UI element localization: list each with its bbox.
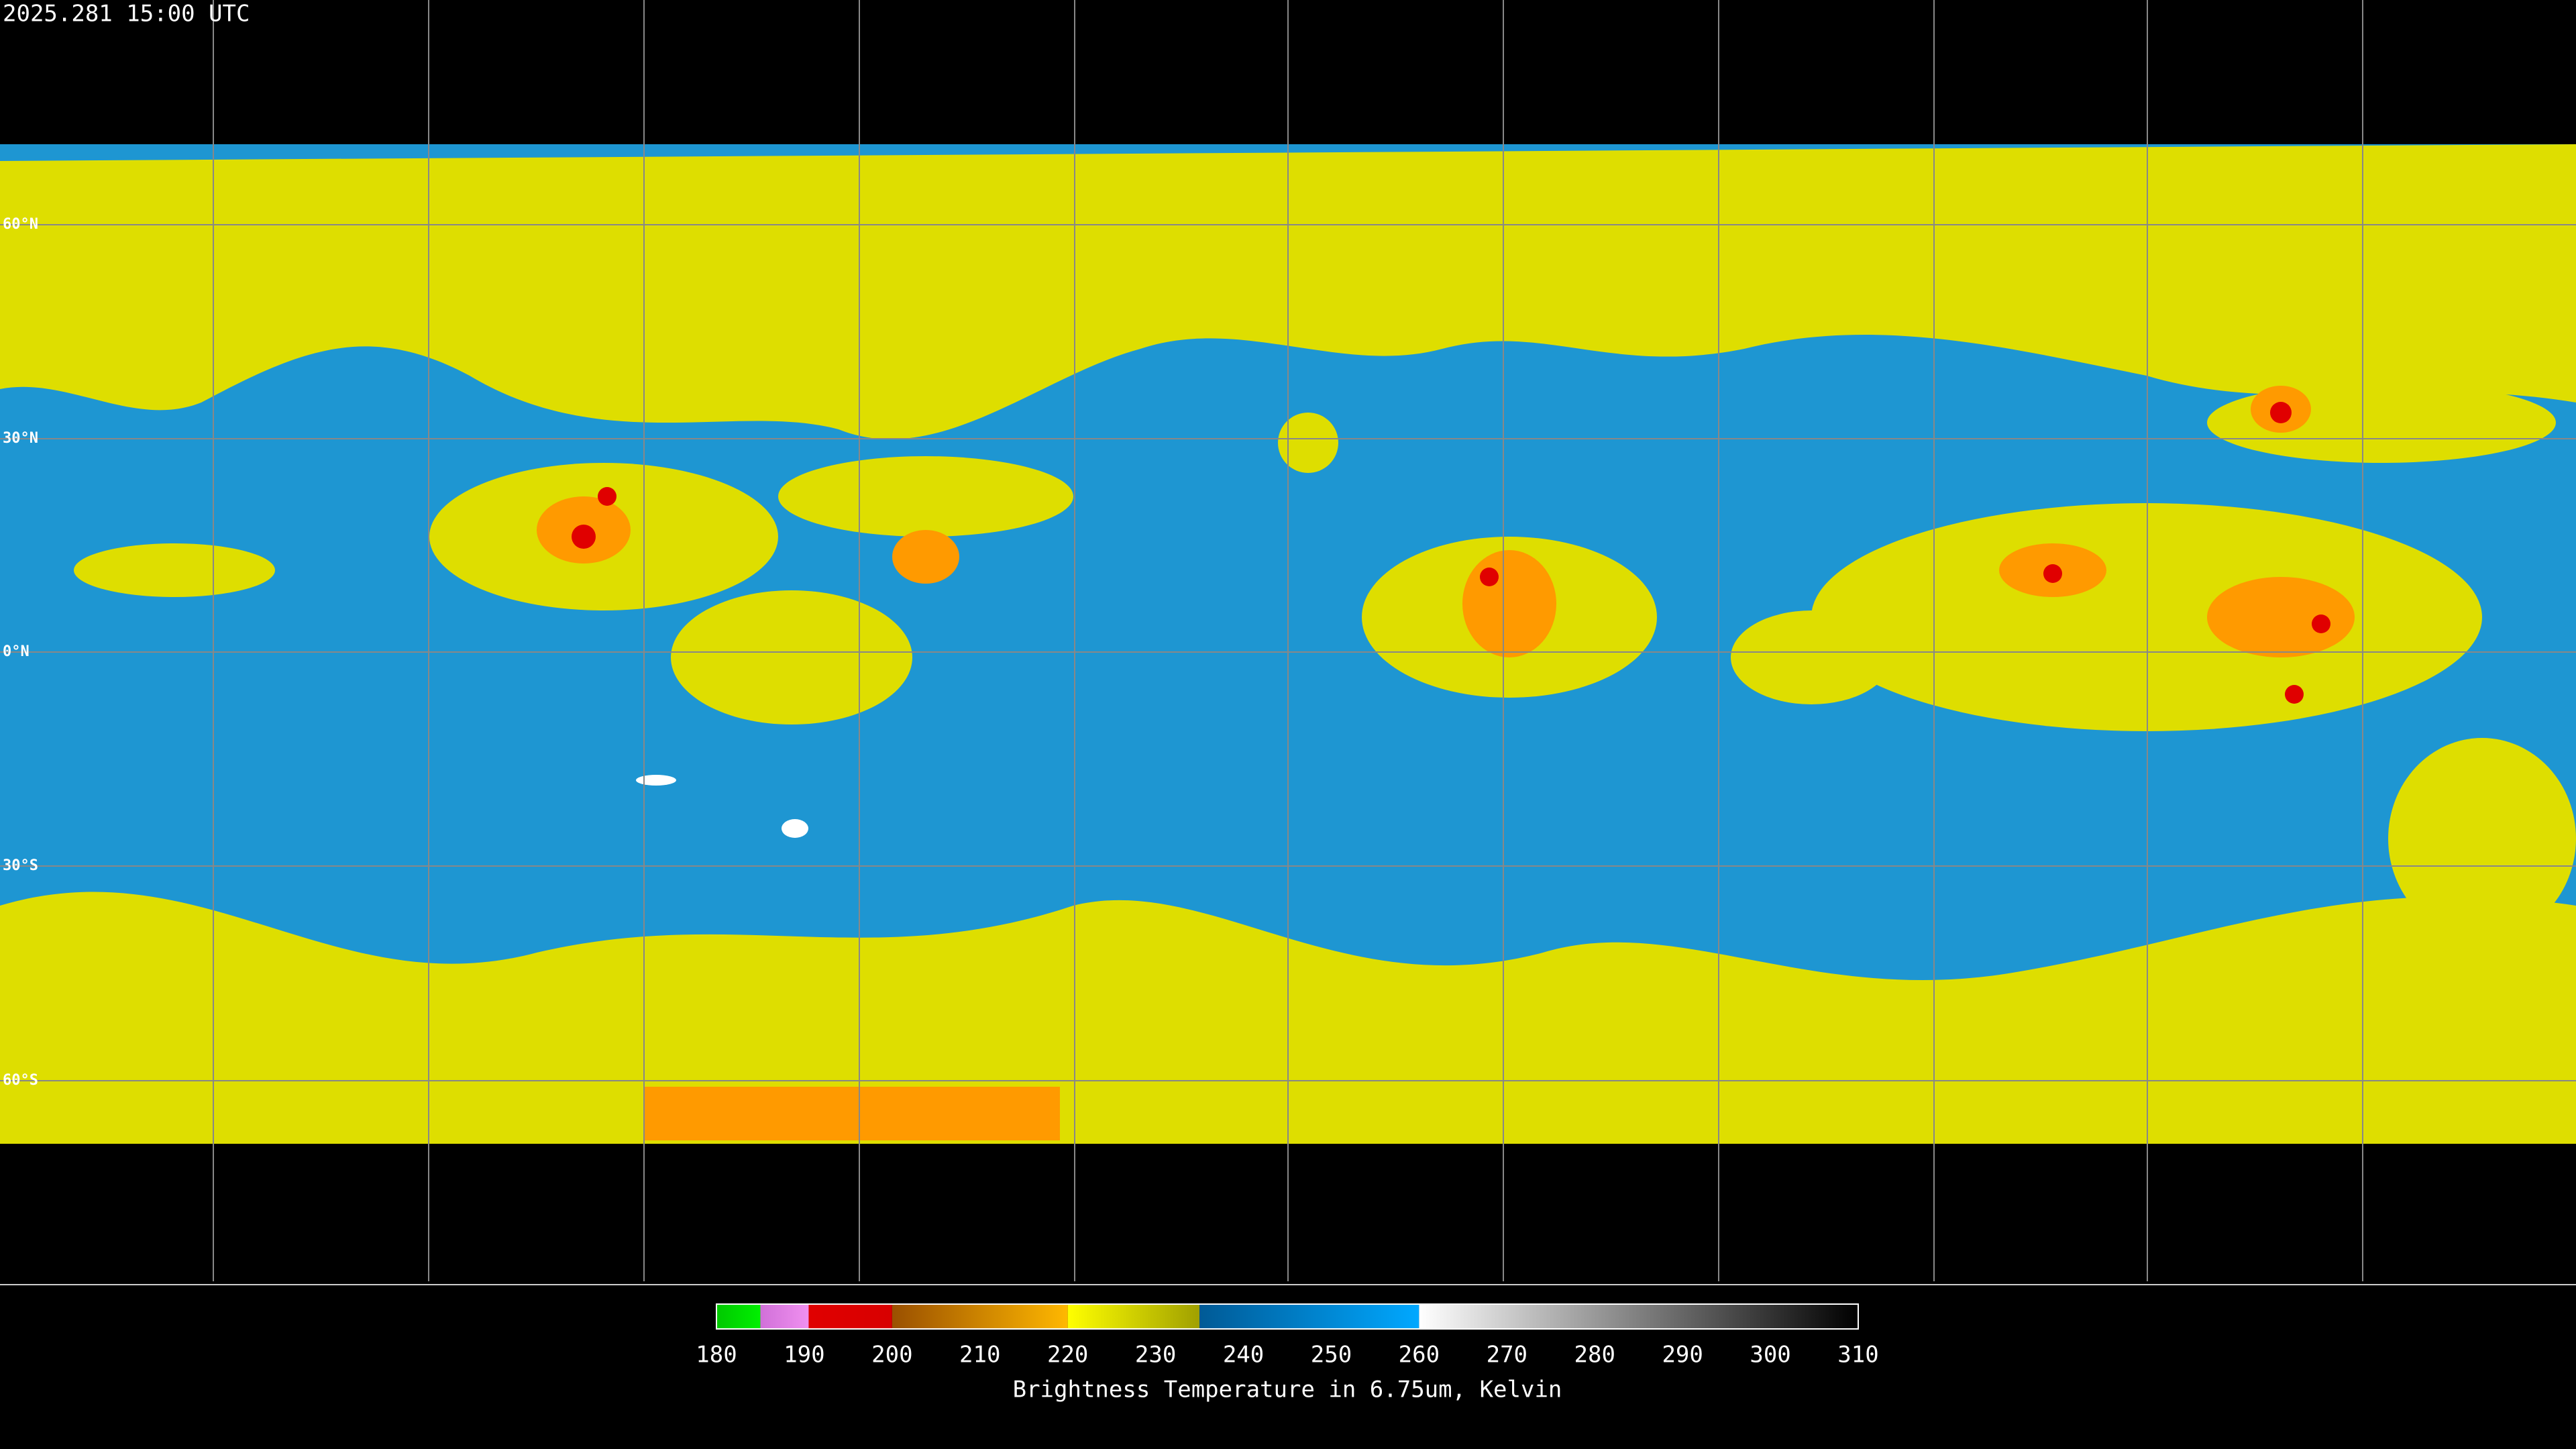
colorbar-tick-label: 230 [1135,1342,1176,1368]
colorbar-segment [1199,1304,1419,1329]
deep-convection [572,402,2330,704]
colorbar-title: Brightness Temperature in 6.75um, Kelvin [1013,1377,1562,1403]
colorbar-tick-label: 240 [1223,1342,1264,1368]
colorbar-tick-label: 280 [1574,1342,1615,1368]
tropical-moisture [74,382,2576,939]
colorbar-tick-label: 220 [1047,1342,1088,1368]
colorbar-segment [808,1304,892,1329]
timestamp: 2025.281 15:00 UTC [3,1,250,28]
colorbar-segment [1067,1304,1200,1329]
colorbar-tick-label: 260 [1399,1342,1440,1368]
colorbar: 180 190 200 210 220 230 240 250 260 270 280 290 300 3… [696,1303,1879,1368]
latitude-label: 60°N [3,216,38,233]
colorbar-tick-label: 300 [1750,1342,1790,1368]
colorbar-segment [892,1304,1068,1329]
colorbar-tick-label: 210 [959,1342,1000,1368]
colorbar-tick-label: 290 [1662,1342,1703,1368]
colorbar-tick-label: 250 [1311,1342,1352,1368]
colorbar-tick-label: 270 [1487,1342,1527,1368]
latitude-label: 0°N [3,643,30,660]
latitude-label: 30°N [3,430,38,447]
colorbar-tick-label: 310 [1837,1342,1878,1368]
colorbar-tick-label: 200 [871,1342,912,1368]
graticule [0,0,2576,1281]
colorbar-segment [1419,1304,1858,1329]
warm-spots [636,775,808,838]
latitude-label: 30°S [3,857,38,874]
colorbar-segment [716,1304,761,1329]
latitude-label: 60°S [3,1072,38,1089]
colorbar-tick-label: 180 [696,1342,737,1368]
colorbar-frame [716,1303,1859,1330]
colorbar-tick-label: 190 [784,1342,824,1368]
colorbar-segment [760,1304,809,1329]
